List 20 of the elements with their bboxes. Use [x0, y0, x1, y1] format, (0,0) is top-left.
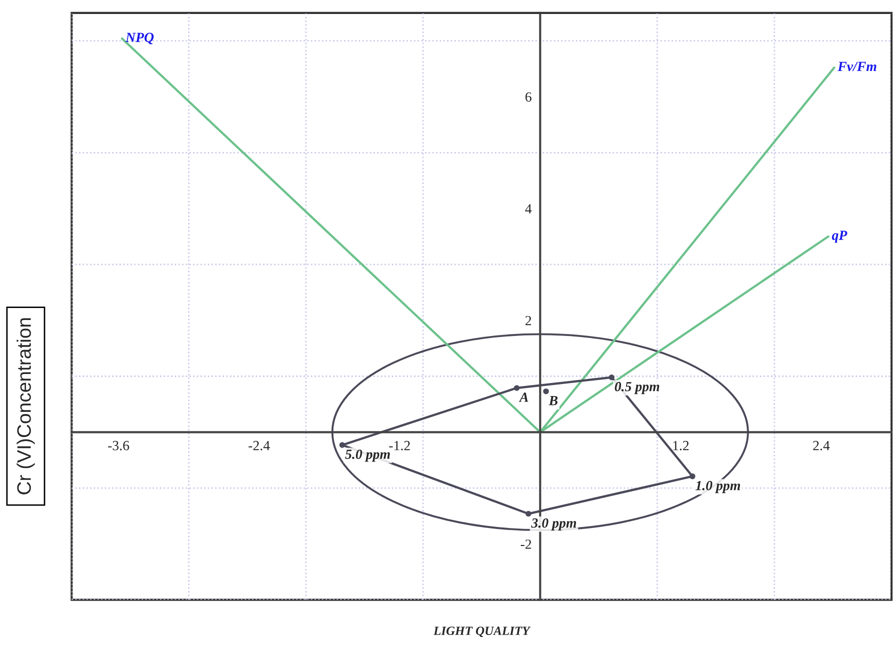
- y-tick-label: 4: [525, 204, 532, 214]
- annotation: A: [518, 392, 528, 402]
- annotation: 5.0 ppm: [345, 450, 390, 462]
- annotation: 3.0 ppm: [531, 518, 576, 531]
- annotation: B: [548, 396, 558, 406]
- x-tick-label: 1.2: [673, 440, 689, 450]
- series-label: qP: [832, 230, 848, 243]
- series-label: Fv/Fm: [838, 62, 876, 72]
- y-tick-label: -2: [520, 540, 532, 549]
- x-axis-title: LIGHT QUALITY: [433, 626, 531, 637]
- x-tick-label: -2.4: [248, 440, 270, 450]
- y-tick-label: 2: [525, 316, 532, 326]
- x-tick-label: -3.6: [108, 440, 130, 450]
- series-label: NPQ: [125, 32, 154, 44]
- y-tick-label: 6: [525, 92, 532, 102]
- y-axis-title: Cr (VI)Concentration: [16, 318, 35, 494]
- annotation: 0.5 ppm: [614, 382, 660, 394]
- x-tick-label: -1.2: [389, 440, 410, 450]
- annotation: 1.0 ppm: [696, 480, 740, 494]
- x-tick-label: 2.4: [813, 440, 830, 450]
